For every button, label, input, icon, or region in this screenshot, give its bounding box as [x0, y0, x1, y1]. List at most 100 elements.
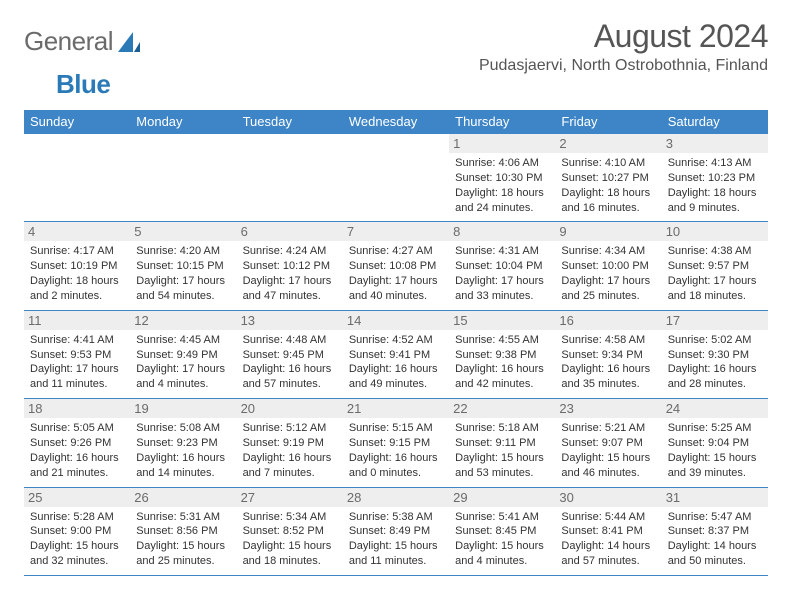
calendar-week-row: 18Sunrise: 5:05 AMSunset: 9:26 PMDayligh… [24, 399, 768, 487]
day-number: 20 [237, 399, 343, 418]
logo-word2: Blue [56, 69, 110, 99]
calendar-day-cell: 12Sunrise: 4:45 AMSunset: 9:49 PMDayligh… [130, 310, 236, 398]
day-number: 29 [449, 488, 555, 507]
day-number: 23 [555, 399, 661, 418]
location-line: Pudasjaervi, North Ostrobothnia, Finland [479, 57, 768, 75]
day-number: 17 [662, 311, 768, 330]
sunset-line: Sunset: 9:07 PM [561, 436, 655, 451]
title-block: August 2024 Pudasjaervi, North Ostroboth… [479, 18, 768, 75]
calendar-day-cell: 6Sunrise: 4:24 AMSunset: 10:12 PMDayligh… [237, 222, 343, 310]
logo-sail-icon [118, 32, 140, 57]
sunset-line: Sunset: 9:41 PM [349, 348, 443, 363]
sunrise-line: Sunrise: 5:38 AM [349, 510, 443, 525]
day-info: Sunrise: 4:55 AMSunset: 9:38 PMDaylight:… [455, 333, 549, 392]
day-info: Sunrise: 5:34 AMSunset: 8:52 PMDaylight:… [243, 510, 337, 569]
daylight-line: Daylight: 16 hours and 49 minutes. [349, 362, 443, 392]
calendar-day-cell: 5 Sunrise: 4:20 AMSunset: 10:15 PMDayligh… [130, 222, 236, 310]
daylight-line: Daylight: 15 hours and 53 minutes. [455, 451, 549, 481]
calendar-day-cell: 2Sunrise: 4:10 AMSunset: 10:27 PMDayligh… [555, 134, 661, 222]
sunrise-line: Sunrise: 4:48 AM [243, 333, 337, 348]
sunrise-line: Sunrise: 4:38 AM [668, 244, 762, 259]
day-number: 11 [24, 311, 130, 330]
day-info: Sunrise: 4:31 AMSunset: 10:04 PMDaylight… [455, 244, 549, 303]
calendar-head: SundayMondayTuesdayWednesdayThursdayFrid… [24, 110, 768, 134]
day-info: Sunrise: 5:02 AMSunset: 9:30 PMDaylight:… [668, 333, 762, 392]
logo-word1: General [24, 26, 113, 57]
daylight-line: Daylight: 18 hours and 24 minutes. [455, 186, 549, 216]
sunset-line: Sunset: 9:30 PM [668, 348, 762, 363]
day-number: 12 [130, 311, 236, 330]
sunset-line: Sunset: 9:34 PM [561, 348, 655, 363]
calendar-day-cell: 30Sunrise: 5:44 AMSunset: 8:41 PMDayligh… [555, 487, 661, 575]
sunrise-line: Sunrise: 4:55 AM [455, 333, 549, 348]
daylight-line: Daylight: 18 hours and 16 minutes. [561, 186, 655, 216]
calendar-day-cell [237, 134, 343, 222]
sunset-line: Sunset: 9:11 PM [455, 436, 549, 451]
sunrise-line: Sunrise: 5:21 AM [561, 421, 655, 436]
daylight-line: Daylight: 17 hours and 33 minutes. [455, 274, 549, 304]
sunset-line: Sunset: 10:00 PM [561, 259, 655, 274]
calendar-day-cell: 8Sunrise: 4:31 AMSunset: 10:04 PMDayligh… [449, 222, 555, 310]
calendar-day-cell: 1Sunrise: 4:06 AMSunset: 10:30 PMDayligh… [449, 134, 555, 222]
sunset-line: Sunset: 8:56 PM [136, 524, 230, 539]
sunrise-line: Sunrise: 4:17 AM [30, 244, 124, 259]
sunrise-line: Sunrise: 5:12 AM [243, 421, 337, 436]
sunrise-line: Sunrise: 5:18 AM [455, 421, 549, 436]
calendar-day-cell: 22Sunrise: 5:18 AMSunset: 9:11 PMDayligh… [449, 399, 555, 487]
calendar-week-row: 25Sunrise: 5:28 AMSunset: 9:00 PMDayligh… [24, 487, 768, 575]
sunrise-line: Sunrise: 5:08 AM [136, 421, 230, 436]
header: General August 2024 Pudasjaervi, North O… [24, 18, 768, 75]
day-number: 9 [555, 222, 661, 241]
daylight-line: Daylight: 16 hours and 35 minutes. [561, 362, 655, 392]
sunrise-line: Sunrise: 5:05 AM [30, 421, 124, 436]
sunset-line: Sunset: 9:23 PM [136, 436, 230, 451]
daylight-line: Daylight: 15 hours and 18 minutes. [243, 539, 337, 569]
sunrise-line: Sunrise: 4:34 AM [561, 244, 655, 259]
day-number: 5 [130, 222, 236, 241]
sunrise-line: Sunrise: 5:15 AM [349, 421, 443, 436]
sunrise-line: Sunrise: 4:10 AM [561, 156, 655, 171]
calendar-day-cell: 16Sunrise: 4:58 AMSunset: 9:34 PMDayligh… [555, 310, 661, 398]
sunset-line: Sunset: 10:04 PM [455, 259, 549, 274]
sunset-line: Sunset: 10:23 PM [668, 171, 762, 186]
daylight-line: Daylight: 17 hours and 4 minutes. [136, 362, 230, 392]
calendar-day-cell [343, 134, 449, 222]
day-info: Sunrise: 5:08 AMSunset: 9:23 PMDaylight:… [136, 421, 230, 480]
day-info: Sunrise: 5:25 AMSunset: 9:04 PMDaylight:… [668, 421, 762, 480]
sunrise-line: Sunrise: 5:44 AM [561, 510, 655, 525]
daylight-line: Daylight: 15 hours and 25 minutes. [136, 539, 230, 569]
calendar-day-cell: 29Sunrise: 5:41 AMSunset: 8:45 PMDayligh… [449, 487, 555, 575]
calendar-day-cell: 17 Sunrise: 5:02 AMSunset: 9:30 PMDayligh… [662, 310, 768, 398]
calendar-day-cell: 7Sunrise: 4:27 AMSunset: 10:08 PMDayligh… [343, 222, 449, 310]
calendar-day-cell: 31Sunrise: 5:47 AMSunset: 8:37 PMDayligh… [662, 487, 768, 575]
daylight-line: Daylight: 16 hours and 0 minutes. [349, 451, 443, 481]
day-info: Sunrise: 4:10 AMSunset: 10:27 PMDaylight… [561, 156, 655, 215]
calendar-day-cell: 25Sunrise: 5:28 AMSunset: 9:00 PMDayligh… [24, 487, 130, 575]
day-info: Sunrise: 4:06 AMSunset: 10:30 PMDaylight… [455, 156, 549, 215]
sunrise-line: Sunrise: 5:31 AM [136, 510, 230, 525]
daylight-line: Daylight: 17 hours and 11 minutes. [30, 362, 124, 392]
calendar-week-row: 1Sunrise: 4:06 AMSunset: 10:30 PMDayligh… [24, 134, 768, 222]
daylight-line: Daylight: 17 hours and 54 minutes. [136, 274, 230, 304]
calendar-week-row: 4Sunrise: 4:17 AMSunset: 10:19 PMDayligh… [24, 222, 768, 310]
day-info: Sunrise: 4:20 AMSunset: 10:15 PMDaylight… [136, 244, 230, 303]
calendar-day-cell: 11Sunrise: 4:41 AMSunset: 9:53 PMDayligh… [24, 310, 130, 398]
sunrise-line: Sunrise: 5:47 AM [668, 510, 762, 525]
sunset-line: Sunset: 8:49 PM [349, 524, 443, 539]
calendar-day-cell: 10Sunrise: 4:38 AMSunset: 9:57 PMDayligh… [662, 222, 768, 310]
weekday-header: Tuesday [237, 110, 343, 134]
logo: General [24, 18, 142, 57]
day-number: 24 [662, 399, 768, 418]
calendar-body: 1Sunrise: 4:06 AMSunset: 10:30 PMDayligh… [24, 134, 768, 576]
calendar-day-cell: 21Sunrise: 5:15 AMSunset: 9:15 PMDayligh… [343, 399, 449, 487]
daylight-line: Daylight: 14 hours and 50 minutes. [668, 539, 762, 569]
daylight-line: Daylight: 17 hours and 47 minutes. [243, 274, 337, 304]
day-number: 31 [662, 488, 768, 507]
daylight-line: Daylight: 15 hours and 4 minutes. [455, 539, 549, 569]
day-number: 21 [343, 399, 449, 418]
sunrise-line: Sunrise: 4:45 AM [136, 333, 230, 348]
sunrise-line: Sunrise: 4:24 AM [243, 244, 337, 259]
weekday-header: Wednesday [343, 110, 449, 134]
calendar-table: SundayMondayTuesdayWednesdayThursdayFrid… [24, 110, 768, 576]
sunset-line: Sunset: 8:45 PM [455, 524, 549, 539]
